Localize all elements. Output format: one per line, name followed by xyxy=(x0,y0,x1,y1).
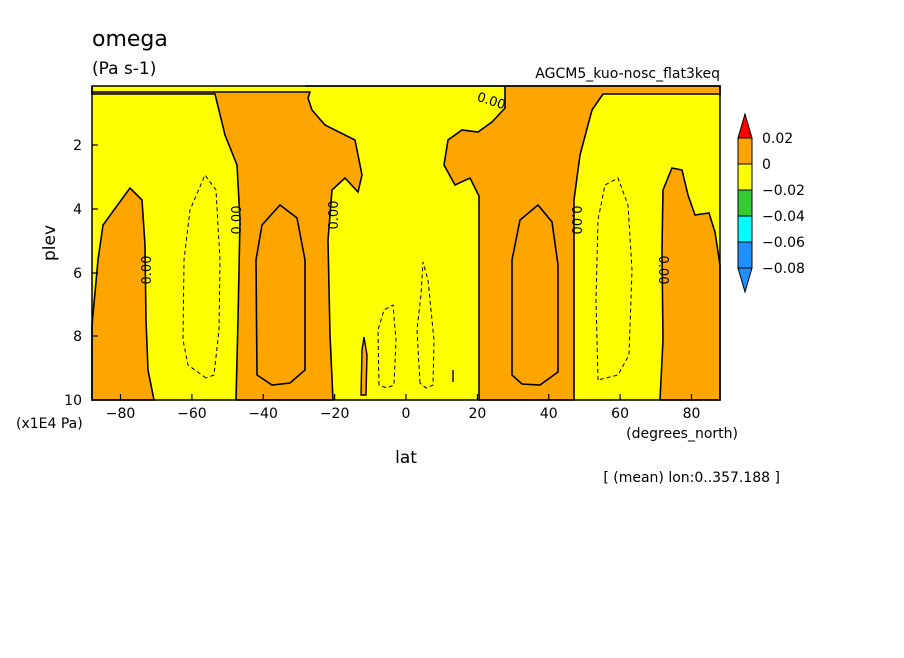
x-tick-label: 20 xyxy=(468,406,486,422)
dashed-contour-equator-a xyxy=(377,304,397,389)
positive-core-south xyxy=(255,203,306,386)
chart-title: omega xyxy=(92,27,168,52)
x-tick-label: −20 xyxy=(320,406,350,422)
colorbar-swatch-green xyxy=(737,189,753,217)
colorbar: 0.02 0 −0.02 −0.04 −0.06 −0.08 xyxy=(737,112,805,294)
x-tick-labels: −80 −60 −40 −20 0 20 40 60 80 xyxy=(106,406,701,422)
negative-dashed-contours xyxy=(182,173,633,389)
contour-label-south-subtropic: 0.00 xyxy=(327,201,342,230)
x-tick-marks xyxy=(119,394,693,400)
colorbar-swatch-cyan xyxy=(737,215,753,243)
colorbar-label: −0.02 xyxy=(762,183,805,199)
contour-label-north-polar: 0.00 xyxy=(655,256,670,285)
colorbar-label: −0.04 xyxy=(762,209,805,225)
contour-label-north-subtropic: 0.00 xyxy=(568,206,583,235)
chart-units: (Pa s-1) xyxy=(92,59,156,79)
x-tick-label: −80 xyxy=(106,406,136,422)
x-tick-label: −40 xyxy=(248,406,278,422)
y-tick-marks xyxy=(92,144,98,401)
y-axis-units: (x1E4 Pa) xyxy=(16,416,83,432)
x-tick-label: 0 xyxy=(402,406,411,422)
x-axis-label: lat xyxy=(395,448,417,468)
contour-label-south-midlat: 0.00 xyxy=(230,206,245,235)
x-tick-label: −60 xyxy=(177,406,207,422)
colorbar-swatch-orange xyxy=(737,137,753,165)
y-axis-label: plev xyxy=(40,225,60,261)
footnote: [ (mean) lon:0..357.188 ] xyxy=(603,470,780,486)
positive-core-north xyxy=(511,203,559,386)
x-tick-label: 40 xyxy=(540,406,558,422)
dashed-contour-equator-b xyxy=(416,261,435,389)
x-tick-label: 60 xyxy=(611,406,629,422)
plot-area xyxy=(91,85,721,401)
colorbar-label: −0.08 xyxy=(762,261,805,277)
x-tick-label: 80 xyxy=(683,406,701,422)
colorbar-label: −0.06 xyxy=(762,235,805,251)
colorbar-label: 0.02 xyxy=(762,131,793,147)
colorbar-swatch-yellow xyxy=(737,163,753,191)
plot-background xyxy=(92,86,720,400)
positive-region-south-polar xyxy=(91,186,155,401)
colorbar-top-triangle xyxy=(737,112,753,139)
contour-label-polar-south: 0.00 xyxy=(140,256,155,285)
y-tick-labels: 2 4 6 8 10 xyxy=(64,138,82,409)
y-tick-label: 10 xyxy=(64,393,82,409)
colorbar-swatch-blue xyxy=(737,241,753,269)
x-axis-units: (degrees_north) xyxy=(626,426,738,442)
positive-region-north-polar xyxy=(659,167,721,401)
dashed-contour-north-60 xyxy=(595,177,633,381)
colorbar-label: 0 xyxy=(762,157,771,173)
y-tick-label: 8 xyxy=(73,329,82,345)
positive-region-equatorial-top xyxy=(305,85,721,401)
equatorial-sliver-south xyxy=(360,336,368,396)
y-tick-label: 4 xyxy=(73,202,82,218)
y-tick-label: 2 xyxy=(73,138,82,154)
chart-subtitle: AGCM5_kuo-nosc_flat3keq xyxy=(535,66,720,82)
y-tick-label: 6 xyxy=(73,266,82,282)
colorbar-bottom-triangle xyxy=(737,267,753,294)
